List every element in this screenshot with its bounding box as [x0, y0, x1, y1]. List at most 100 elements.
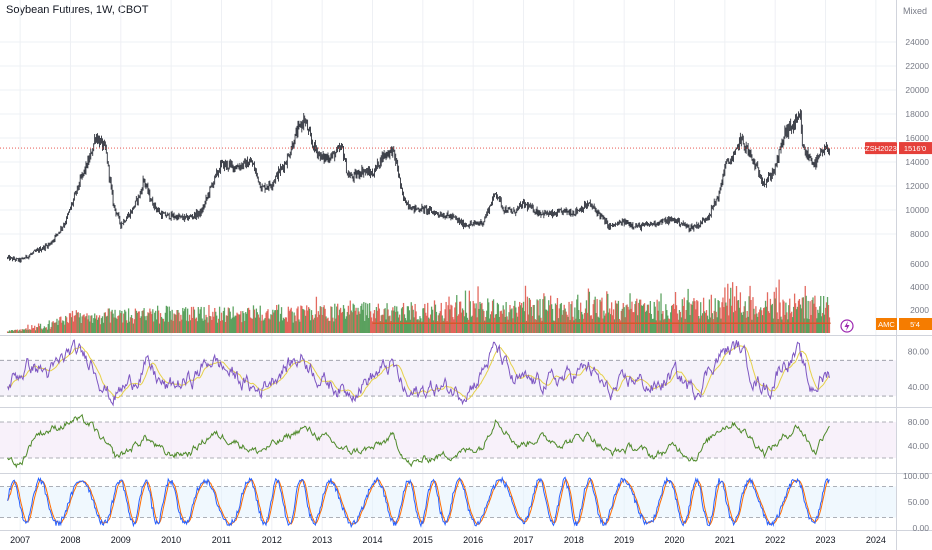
volume-bar	[176, 310, 178, 333]
volume-bar	[90, 315, 92, 333]
volume-bar	[646, 304, 649, 333]
volume-bar	[205, 314, 207, 333]
volume-bar	[694, 301, 696, 333]
volume-bar	[45, 327, 47, 333]
volume-bar	[98, 315, 101, 333]
time-tick-label: 2013	[312, 535, 332, 545]
volume-bar	[488, 302, 490, 333]
volume-bar	[143, 308, 145, 333]
volume-bar	[129, 317, 132, 333]
volume-bar	[289, 309, 291, 333]
volume-bar	[511, 308, 513, 333]
volume-bar	[437, 315, 440, 333]
volume-bar	[622, 303, 624, 333]
price-tick-label: 14000	[905, 157, 929, 167]
volume-bar	[414, 303, 416, 333]
volume-bar	[656, 299, 658, 333]
volume-bar	[164, 312, 167, 333]
volume-bar	[18, 329, 20, 333]
volume-bar	[197, 307, 199, 333]
volume-pane[interactable]	[6, 279, 831, 333]
volume-bar	[615, 303, 618, 333]
volume-bar	[365, 302, 367, 333]
volume-bar	[301, 306, 303, 333]
volume-bar	[569, 319, 571, 333]
price-axis[interactable]: 8000 10000 12000 14000 16000 18000 20000 22000 2…	[903, 37, 929, 533]
volume-bar	[434, 304, 437, 333]
volume-bar	[356, 314, 358, 333]
volume-bar	[796, 306, 799, 333]
volume-bar	[788, 305, 790, 333]
volume-bar	[155, 310, 157, 333]
volume-bar	[249, 317, 252, 333]
volume-bar	[402, 302, 405, 333]
volume-bar	[71, 310, 74, 333]
volume-bar	[668, 318, 670, 333]
volume-bar	[496, 302, 499, 333]
volume-bar	[139, 317, 141, 333]
volume-bar	[306, 305, 308, 333]
volume-bar	[227, 307, 229, 333]
volume-bar	[104, 312, 107, 333]
volume-bar	[359, 313, 361, 333]
volume-bar	[67, 323, 70, 333]
volume-bar	[576, 299, 578, 333]
stochastic-pane[interactable]	[7, 476, 830, 529]
time-tick-label: 2020	[665, 535, 685, 545]
rsi-pane[interactable]	[7, 339, 830, 407]
volume-bar	[221, 320, 224, 333]
volume-bar	[643, 303, 646, 333]
volume-bar	[757, 316, 759, 333]
volume-bar	[799, 304, 802, 333]
volume-bar	[273, 312, 275, 333]
volume-bar	[212, 311, 214, 333]
volume-bar	[504, 316, 506, 333]
volume-bar	[109, 322, 111, 333]
volume-bar	[520, 303, 523, 333]
last-price-tag	[899, 142, 932, 155]
volume-bar	[721, 302, 723, 333]
volume-bar	[358, 311, 360, 333]
volume-bar	[111, 309, 113, 333]
volume-bar	[341, 311, 344, 333]
volume-bar	[81, 316, 83, 333]
volume-bar	[686, 300, 688, 333]
volume-bar	[584, 308, 587, 333]
volume-bar	[376, 310, 379, 333]
volume-bar	[313, 317, 316, 333]
volume-bar	[142, 310, 144, 333]
volume-bar	[784, 314, 786, 333]
price-pane[interactable]	[0, 109, 896, 263]
volume-bar	[48, 320, 50, 333]
volume-bar	[546, 309, 548, 333]
volume-bar	[374, 318, 377, 333]
volume-bar	[156, 319, 158, 333]
volume-bar	[218, 306, 221, 333]
volume-bar	[629, 293, 631, 333]
oscillator-tick-label: 40.00	[908, 441, 930, 451]
volume-bar	[512, 318, 514, 333]
volume-bar	[217, 318, 220, 333]
volume-bar	[141, 311, 143, 333]
oscillator-line	[7, 413, 830, 469]
volume-bar	[232, 306, 234, 333]
volume-bar	[455, 302, 457, 333]
oscillator-pane[interactable]	[7, 413, 830, 469]
volume-bar	[509, 305, 511, 333]
volume-bar	[489, 318, 491, 333]
volume-bar	[79, 313, 81, 333]
volume-bar	[88, 315, 90, 333]
volume-bar	[258, 317, 260, 333]
volume-bar	[685, 310, 687, 333]
time-axis[interactable]: 2007 2008 2009 2010 2011 2012 2013 2014 2015 2016…	[10, 535, 886, 545]
volume-bar	[281, 320, 284, 333]
volume-bar	[476, 317, 478, 333]
volume-bar	[582, 318, 585, 333]
scale-mode-label[interactable]: Mixed	[903, 6, 928, 16]
volume-bar	[190, 306, 193, 333]
volume-bar	[427, 302, 429, 333]
volume-bar	[824, 307, 827, 333]
volume-bar	[83, 314, 85, 333]
volume-bar	[679, 311, 682, 333]
